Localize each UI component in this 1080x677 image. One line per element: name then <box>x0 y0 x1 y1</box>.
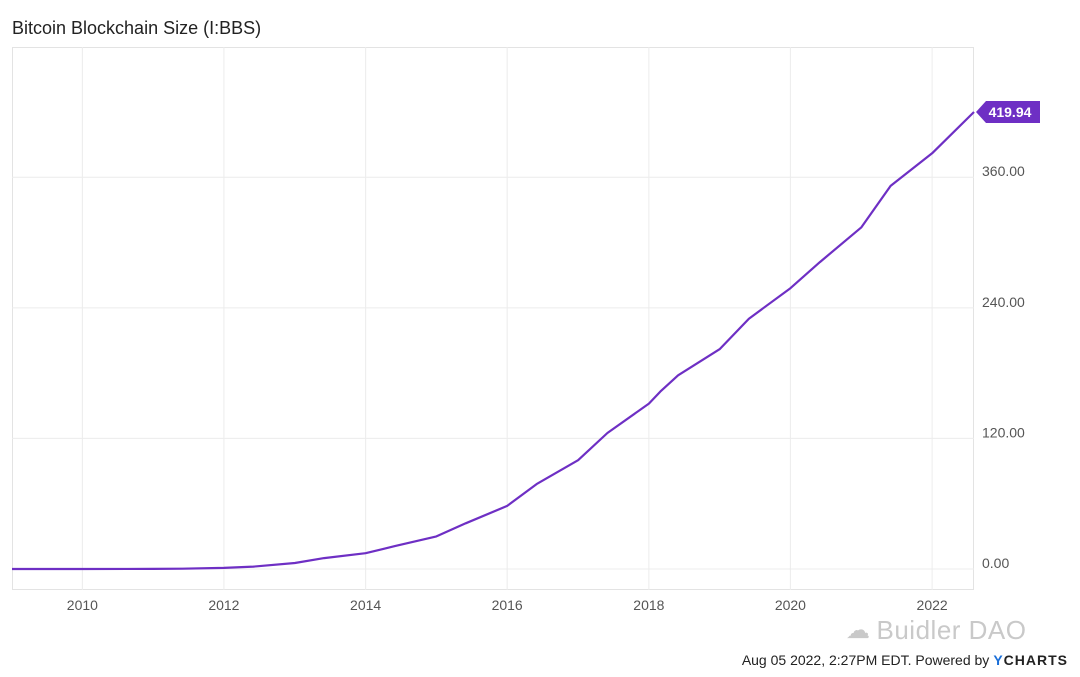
x-tick-label: 2010 <box>67 597 98 613</box>
x-tick-label: 2014 <box>350 597 381 613</box>
wechat-icon: ☁ <box>846 617 871 644</box>
footer-powered-by: Powered by <box>915 652 990 668</box>
x-tick-label: 2022 <box>917 597 948 613</box>
series-lines <box>12 111 975 571</box>
footer-timestamp: Aug 05 2022, 2:27PM EDT. <box>741 652 912 668</box>
ycharts-logo-y: Y <box>993 652 1004 668</box>
chart-title: Bitcoin Blockchain Size (I:BBS) <box>12 18 262 38</box>
watermark: ☁ Buidler DAO <box>846 615 1027 646</box>
x-tick-label: 2018 <box>633 597 664 613</box>
y-tick-label: 120.00 <box>982 424 1025 440</box>
last-value-marker: 419.94 <box>976 101 1040 123</box>
y-tick-label: 240.00 <box>982 294 1025 310</box>
watermark-text: Buidler DAO <box>876 615 1027 645</box>
ycharts-logo-text: CHARTS <box>1003 652 1068 668</box>
last-value-badge <box>976 101 1040 123</box>
ycharts-logo[interactable]: YCHARTS <box>993 652 1068 668</box>
grid-lines <box>12 47 974 590</box>
footer: Aug 05 2022, 2:27PM EDT. Powered by YCHA… <box>742 652 1068 668</box>
series-line <box>12 111 975 571</box>
y-tick-label: 0.00 <box>982 555 1009 571</box>
x-axis-ticks: 2010 2012 2014 2016 2018 2020 2022 <box>67 597 948 613</box>
y-axis-ticks: 0.00 120.00 240.00 360.00 <box>982 163 1025 571</box>
x-tick-label: 2012 <box>208 597 239 613</box>
x-tick-label: 2016 <box>492 597 523 613</box>
y-tick-label: 360.00 <box>982 163 1025 179</box>
x-tick-label: 2020 <box>775 597 806 613</box>
last-value-label: 419.94 <box>989 104 1032 120</box>
plot-area <box>12 47 974 590</box>
